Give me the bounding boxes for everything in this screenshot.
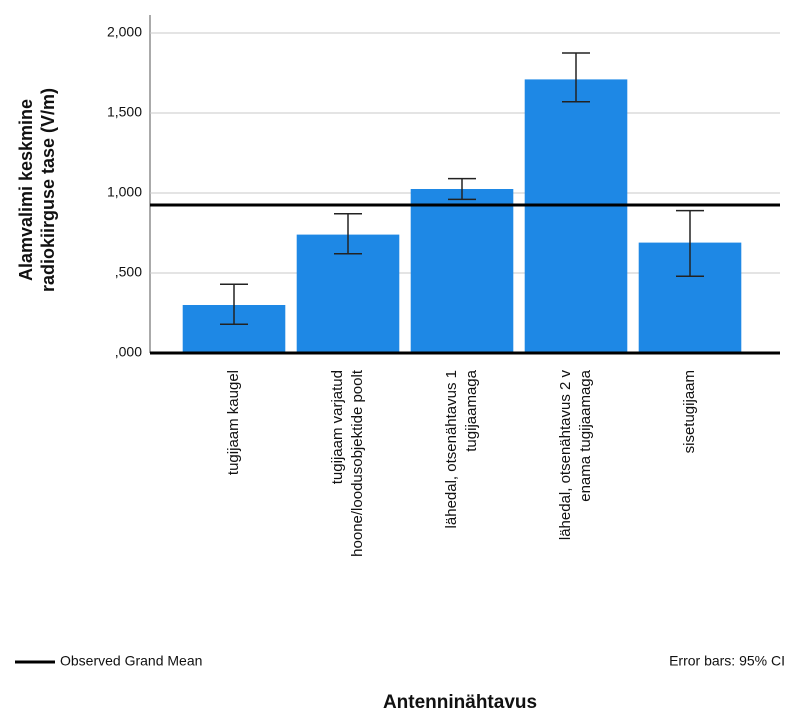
legend-label: Observed Grand Mean <box>60 653 202 669</box>
y-tick-label: 1,500 <box>107 104 142 120</box>
y-tick-label: ,500 <box>115 264 142 280</box>
error-bar <box>562 52 590 103</box>
x-tick-label: lähedal, otsenähtavus 1 tugijaamaga <box>443 369 480 528</box>
x-tick-label: lähedal, otsenähtavus 2 v enama tugijaama… <box>557 369 594 540</box>
x-tick-label: tugijaam varjatud hoone/loodusobjektide p… <box>329 369 366 557</box>
x-axis-title: Antenninähtavus <box>383 692 537 713</box>
bar <box>410 189 514 353</box>
x-tick-label: tugijaam kaugel <box>225 370 242 475</box>
x-tick-label: sisetugijaam <box>681 370 698 453</box>
error-note: Error bars: 95% CI <box>669 653 785 669</box>
error-bar <box>334 213 362 255</box>
error-bar <box>676 209 704 277</box>
error-bar <box>220 283 248 325</box>
y-tick-label: 2,000 <box>107 24 142 40</box>
bar <box>524 79 628 354</box>
y-tick-label: 1,000 <box>107 184 142 200</box>
error-bar <box>448 177 476 201</box>
y-tick-label: ,000 <box>115 344 142 360</box>
y-axis-title: Alamvalimi keskmine radiokiirguse tase (V… <box>16 88 58 292</box>
